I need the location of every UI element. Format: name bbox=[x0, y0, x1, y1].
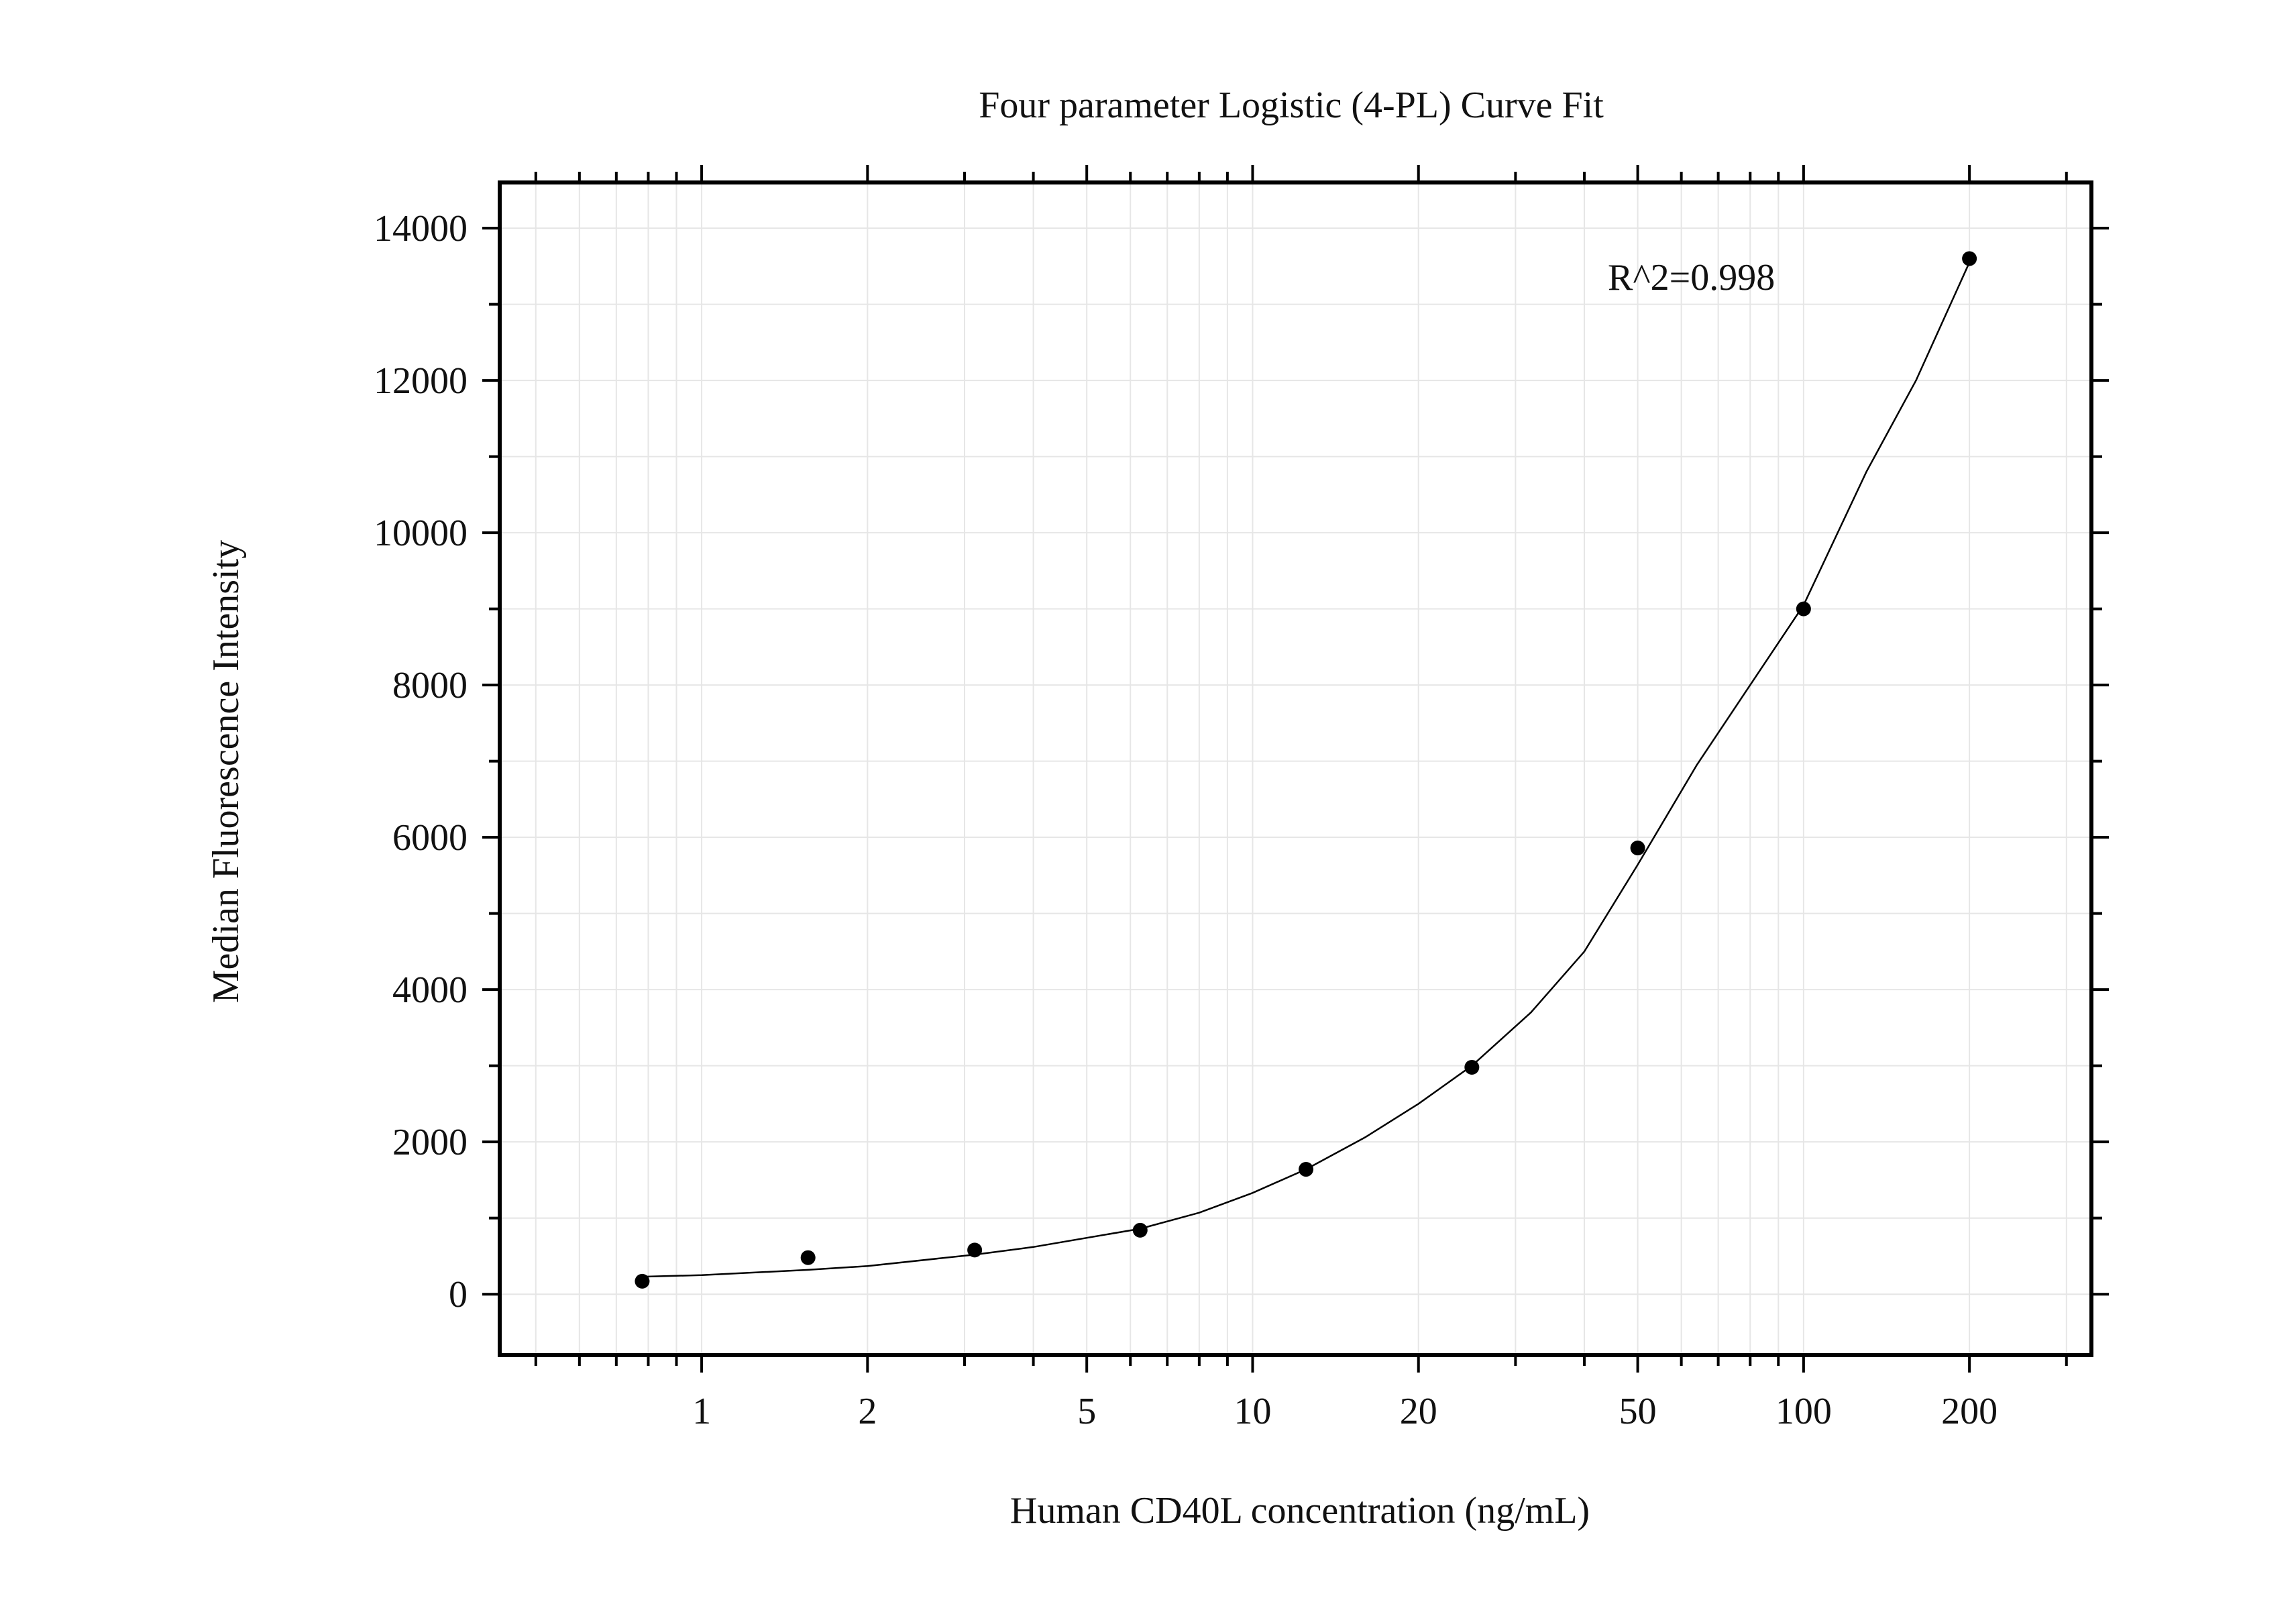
x-tick-label: 10 bbox=[1234, 1391, 1271, 1432]
data-point bbox=[1132, 1222, 1148, 1238]
x-tick-label: 20 bbox=[1400, 1391, 1437, 1432]
x-tick-label: 5 bbox=[1077, 1391, 1096, 1432]
grid-lines bbox=[500, 182, 2091, 1355]
plot-frame bbox=[498, 180, 2093, 1357]
y-tick-label: 14000 bbox=[374, 208, 468, 250]
data-point bbox=[1962, 251, 1977, 266]
data-points-group bbox=[635, 251, 1977, 1289]
tick-labels-group: 1 2 5 10 20 50 100 2000200040006000800010000120… bbox=[374, 208, 1998, 1432]
data-point bbox=[967, 1242, 983, 1258]
y-tick-label: 8000 bbox=[392, 665, 468, 706]
y-axis-label: Median Fluorescence Intensity bbox=[205, 540, 247, 1003]
chart-title: Four parameter Logistic (4-PL) Curve Fit bbox=[979, 85, 1604, 126]
x-tick-label: 2 bbox=[858, 1391, 877, 1432]
data-point bbox=[1630, 841, 1645, 856]
axes-group bbox=[482, 165, 2109, 1373]
data-point bbox=[1299, 1162, 1314, 1177]
x-axis-label: Human CD40L concentration (ng/mL) bbox=[1010, 1490, 1590, 1532]
y-tick-label: 0 bbox=[449, 1274, 468, 1316]
fit-curve-group bbox=[642, 262, 1971, 1278]
y-tick-label: 2000 bbox=[392, 1122, 468, 1163]
x-tick-label: 200 bbox=[1941, 1391, 1998, 1432]
r-squared-annotation: R^2=0.998 bbox=[1608, 257, 1775, 299]
y-tick-label: 4000 bbox=[392, 969, 468, 1011]
y-tick-label: 12000 bbox=[374, 360, 468, 402]
y-tick-label: 10000 bbox=[374, 513, 468, 554]
x-tick-label: 1 bbox=[692, 1391, 711, 1432]
fit-curve-line bbox=[642, 262, 1971, 1278]
x-tick-label: 50 bbox=[1619, 1391, 1657, 1432]
y-tick-label: 6000 bbox=[392, 817, 468, 859]
data-point bbox=[800, 1250, 816, 1265]
data-point bbox=[1464, 1059, 1480, 1075]
x-tick-label: 100 bbox=[1775, 1391, 1832, 1432]
data-point bbox=[635, 1273, 650, 1289]
data-point bbox=[1796, 601, 1811, 617]
